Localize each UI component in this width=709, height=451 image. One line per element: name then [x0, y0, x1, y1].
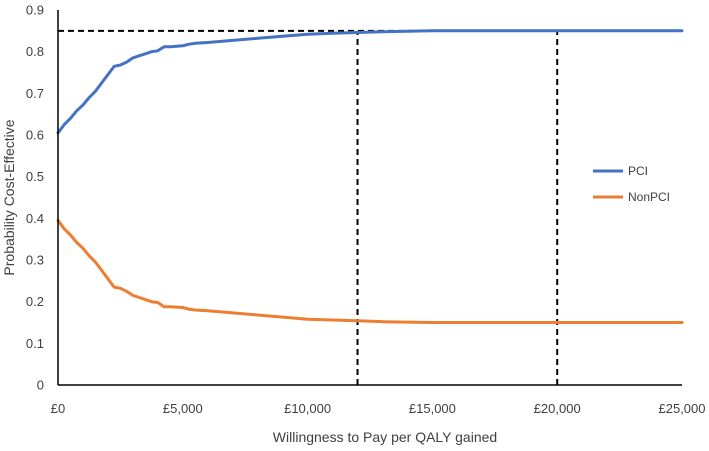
reference-lines: [58, 29, 559, 385]
y-tick-label: 0.2: [26, 294, 44, 309]
x-tick-label: £5,000: [163, 401, 203, 416]
y-axis-title: Probability Cost-Effective: [1, 119, 17, 275]
axes: [57, 10, 682, 386]
legend: PCI NonPCI: [593, 164, 670, 204]
legend-label-nonpci: NonPCI: [628, 190, 670, 204]
x-tick-labels: £0 £5,000 £10,000 £15,000 £20,000 £25,000: [51, 401, 706, 416]
series-lines: [56, 29, 684, 324]
y-tick-label: 0.4: [26, 211, 44, 226]
y-tick-label: 0.3: [26, 253, 44, 268]
y-tick-label: 0.1: [26, 336, 44, 351]
y-tick-label: 0.9: [26, 3, 44, 18]
series-line-pci: [56, 29, 684, 135]
x-tick-label: £25,000: [659, 401, 706, 416]
x-tick-label: £20,000: [534, 401, 581, 416]
series-line-nonpci: [56, 218, 684, 324]
y-tick-label: 0.8: [26, 44, 44, 59]
y-tick-label: 0.7: [26, 86, 44, 101]
x-axis-title: Willingness to Pay per QALY gained: [273, 429, 497, 445]
y-tick-label: 0: [37, 378, 44, 393]
legend-label-pci: PCI: [628, 164, 648, 178]
y-tick-label: 0.6: [26, 128, 44, 143]
y-tick-label: 0.5: [26, 169, 44, 184]
x-tick-label: £10,000: [284, 401, 331, 416]
x-tick-label: £15,000: [409, 401, 456, 416]
x-tick-label: £0: [51, 401, 65, 416]
y-tick-labels: 0 0.1 0.2 0.3 0.4 0.5 0.6 0.7 0.8 0.9: [26, 3, 44, 393]
